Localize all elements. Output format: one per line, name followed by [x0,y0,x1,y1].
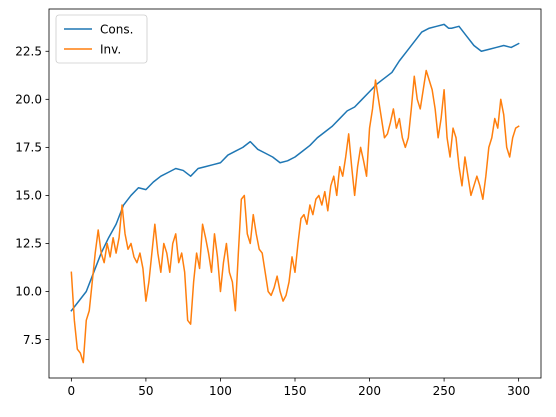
y-tick-label: 17.5 [15,141,42,155]
y-tick-label: 10.0 [15,285,42,299]
x-tick-label: 250 [433,384,456,398]
legend-label-cons: Cons. [100,23,133,37]
y-tick-label: 22.5 [15,44,42,58]
x-tick-label: 300 [507,384,530,398]
series-line-inv [70,69,520,364]
x-tick-label: 50 [138,384,153,398]
legend-box [55,14,148,64]
x-tick-label: 150 [284,384,307,398]
legend-label-inv: Inv. [100,43,121,57]
series-layer [70,23,520,364]
y-tick-label: 20.0 [15,93,42,107]
y-tick-label: 15.0 [15,189,42,203]
x-tick-label: 0 [68,384,76,398]
x-tick-label: 200 [358,384,381,398]
x-tick-label: 100 [209,384,232,398]
series-line-cons [70,23,520,312]
legend: Cons. Inv. [55,14,148,64]
y-tick-label: 12.5 [15,237,42,251]
y-tick-label: 7.5 [23,333,42,347]
axes-layer: 0 50 100 150 200 250 300 7.5 10.0 12.5 15.0 17.5 20.… [15,8,542,398]
